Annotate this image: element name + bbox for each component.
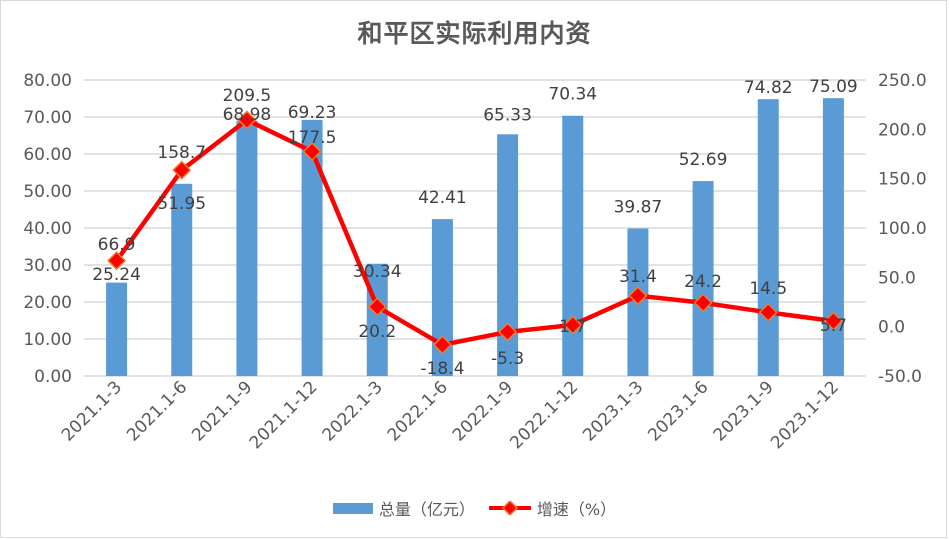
line-value-label: 158.7 [157,143,206,163]
right-axis-tick-label: 50.0 [878,268,916,288]
bar-total [562,115,584,376]
growth-marker-diamond-icon [823,311,843,331]
right-axis-tick-label: 150.0 [878,170,927,190]
x-axis-tick-label: 2023.1-9 [710,377,778,445]
bar-value-label: 69.23 [288,103,337,123]
bar-total [301,119,323,376]
left-axis-tick-label: 20.00 [23,293,72,313]
x-axis-tick-label: 2023.1-12 [767,377,843,453]
x-axis-tick-label: 2022.1-9 [449,377,517,445]
growth-marker-diamond-icon [498,322,518,342]
x-axis-tick-label: 2021.1-3 [58,377,126,445]
line-value-label: 24.2 [684,272,722,292]
line-value-label: 14.5 [749,279,787,299]
growth-line [114,117,834,348]
bar-value-label: 70.34 [548,85,597,105]
left-axis-tick-label: 60.00 [23,145,72,165]
left-axis-tick-label: 70.00 [23,108,72,128]
legend-item-growth: 增速（%） [488,496,617,520]
left-axis-tick-label: 40.00 [23,219,72,239]
bar-value-label: 74.82 [744,78,793,98]
right-axis-tick-label: 200.0 [878,120,927,140]
x-axis-tick-label: 2021.1-9 [188,377,256,445]
growth-marker-diamond-icon [693,293,713,313]
x-axis-tick-label: 2022.1-12 [506,377,582,453]
chart-legend: 总量（亿元） 增速（%） [0,496,949,520]
left-axis-tick-label: 50.00 [23,182,72,202]
growth-marker-diamond-icon [302,141,322,162]
growth-marker-diamond-icon [367,297,387,317]
right-axis-tick-label: -50.0 [878,367,922,387]
bar-total [497,134,519,376]
left-axis-tick-label: 0.00 [34,367,72,387]
line-value-label: -18.4 [420,359,464,379]
line-value-label: 5.7 [820,316,847,336]
growth-marker-diamond-icon [432,335,452,355]
bar-value-label: 42.41 [418,188,467,208]
x-axis-tick-label: 2022.1-6 [384,377,452,445]
line-value-label: 1.7 [559,317,586,337]
bar-value-label: 25.24 [92,265,141,285]
right-axis-tick-label: 100.0 [878,219,927,239]
growth-marker-diamond-icon [563,315,583,335]
bar-value-label: 68.98 [223,105,272,125]
x-axis-tick-label: 2023.1-3 [579,377,647,445]
chart-title: 和平区实际利用内资 [357,19,592,48]
bar-total [106,282,128,376]
left-axis-tick-label: 30.00 [23,256,72,276]
bar-value-label: 39.87 [614,197,663,217]
bar-value-label: 52.69 [679,150,728,170]
bar-value-label: 65.33 [483,105,532,125]
bar-value-label: 30.34 [353,262,402,282]
bar-total [171,183,193,376]
left-axis-tick-label: 80.00 [23,71,72,91]
growth-marker-diamond-icon [628,286,648,306]
line-value-label: 66.9 [98,235,136,255]
legend-item-total: 总量（亿元） [332,496,475,520]
growth-marker-diamond-icon [107,251,127,271]
bar-total [692,181,714,376]
line-value-label: 209.5 [223,86,272,106]
growth-marker-diamond-icon [237,110,257,130]
bar-total [236,120,258,376]
growth-marker-diamond-icon [758,302,778,322]
bar-total [757,99,779,376]
legend-label-growth: 增速（%） [536,500,617,519]
x-axis-tick-label: 2022.1-3 [319,377,387,445]
x-axis-tick-label: 2021.1-6 [123,377,191,445]
bar-value-label: 51.95 [157,194,206,214]
growth-marker-diamond-icon [172,160,192,180]
legend-label-total: 总量（亿元） [378,500,475,519]
x-axis-tick-label: 2021.1-12 [246,377,322,453]
right-axis-tick-label: 250.0 [878,71,927,91]
line-value-label: 177.5 [288,128,337,148]
bar-total [431,219,453,376]
bar-total [822,98,844,377]
line-value-label: 31.4 [619,267,657,287]
left-axis-tick-label: 10.00 [23,330,72,350]
x-axis-tick-label: 2023.1-6 [644,377,712,445]
line-value-label: 20.2 [358,322,396,342]
line-value-label: -5.3 [491,349,524,369]
bar-value-label: 75.09 [809,77,858,97]
line-diamond-swatch-icon [488,501,531,515]
bar-swatch-icon [332,502,373,514]
right-axis-tick-label: 0.0 [878,318,905,338]
